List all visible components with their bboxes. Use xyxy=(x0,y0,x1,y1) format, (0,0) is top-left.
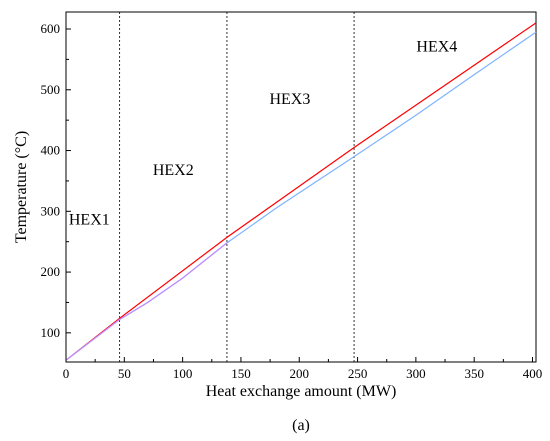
y-tick-label-500: 500 xyxy=(41,82,61,97)
x-tick-label-300: 300 xyxy=(406,366,426,381)
region-label-hex1: HEX1 xyxy=(69,212,110,229)
x-tick-label-200: 200 xyxy=(290,366,310,381)
y-tick-label-600: 600 xyxy=(41,21,61,36)
plot-border xyxy=(65,11,537,363)
plot-frame xyxy=(65,11,537,363)
y-tick-label-300: 300 xyxy=(41,203,61,218)
y-tick-label-200: 200 xyxy=(41,264,61,279)
x-tick-label-0: 0 xyxy=(63,366,70,381)
x-tick-label-50: 50 xyxy=(118,366,131,381)
region-label-hex4: HEX4 xyxy=(416,38,457,55)
series-lines xyxy=(65,22,537,361)
region-label-hex3: HEX3 xyxy=(269,91,310,108)
region-label-hex2: HEX2 xyxy=(153,162,194,179)
x-tick-label-150: 150 xyxy=(231,366,251,381)
series-line-hot xyxy=(65,22,537,361)
y-axis-ticks: 100 200 300 400 500 600 xyxy=(41,21,71,340)
y-tick-label-100: 100 xyxy=(41,325,61,340)
divider-lines xyxy=(119,12,355,362)
region-labels: HEX1 HEX2 HEX3 HEX4 xyxy=(69,38,457,228)
x-tick-label-400: 400 xyxy=(523,366,543,381)
x-tick-label-100: 100 xyxy=(173,366,193,381)
x-axis-ticks: 0 50 100 150 200 250 300 350 400 xyxy=(63,357,543,381)
x-tick-label-250: 250 xyxy=(348,366,368,381)
y-tick-label-400: 400 xyxy=(41,143,61,158)
series-line-cold-lower xyxy=(65,242,228,361)
y-axis-title: Temperature (°C) xyxy=(13,131,30,243)
series-line-cold xyxy=(65,31,537,361)
x-axis-title: Heat exchange amount (MW) xyxy=(206,383,397,400)
x-tick-label-350: 350 xyxy=(464,366,484,381)
panel-label: (a) xyxy=(292,417,310,434)
